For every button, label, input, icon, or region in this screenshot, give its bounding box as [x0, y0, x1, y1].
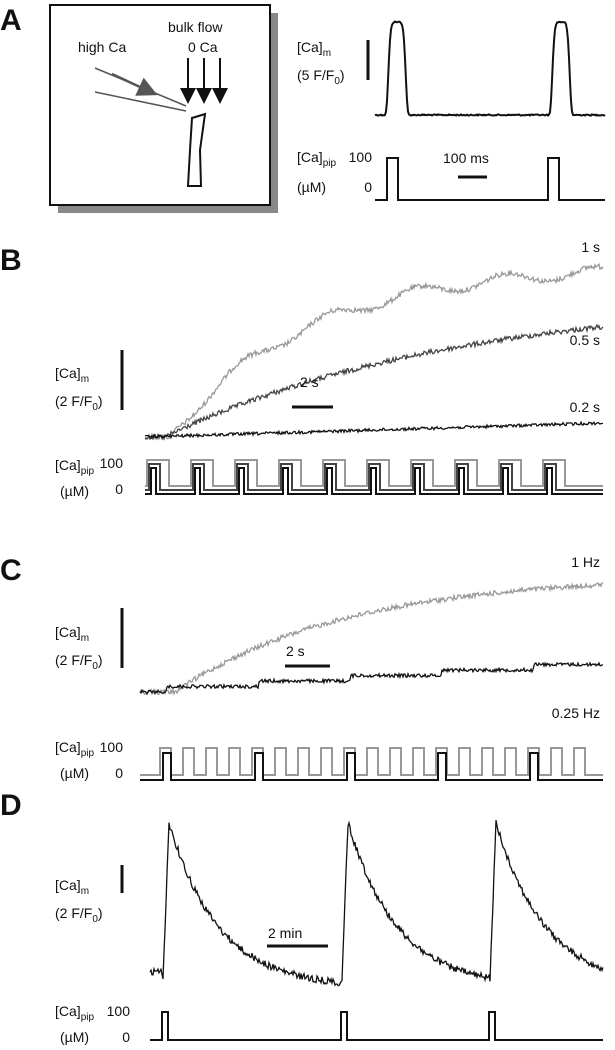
pip-unit: (µM) — [297, 179, 326, 195]
ca-pip-label: [Ca]pip — [55, 739, 94, 759]
pip-low: 0 — [122, 1029, 130, 1045]
scale-label: (2 F/F0) — [55, 393, 103, 413]
ca-m-label-base: [Ca] — [55, 877, 81, 893]
ca-m-label: [Ca]m — [55, 877, 89, 897]
label: 0 Ca — [188, 39, 218, 55]
ca-m-label: [Ca]m — [55, 624, 89, 644]
trace-label: 1 Hz — [571, 554, 600, 570]
pip-low: 0 — [115, 765, 123, 781]
pip-unit: (µM) — [60, 1029, 89, 1045]
pip-unit: (µM) — [60, 483, 89, 499]
ca-pip-label: [Ca]pip — [55, 457, 94, 477]
pip-low: 0 — [364, 179, 372, 195]
ca-m-label-base: [Ca] — [297, 39, 323, 55]
trace-05s — [144, 323, 604, 441]
trace-label: 0.25 Hz — [552, 705, 600, 721]
scale-pre: (2 F/F — [55, 393, 92, 409]
pip-trace-02s — [145, 467, 603, 495]
pip-high: 100 — [100, 455, 124, 471]
ca-m-label-sub: m — [323, 48, 331, 59]
trace-1hz — [139, 581, 604, 696]
ca-pip-label-sub: pip — [81, 748, 95, 759]
cell — [186, 112, 207, 187]
time-scale: 2 s — [300, 374, 319, 390]
ca-m-label: [Ca]m — [297, 39, 331, 59]
pipette-arrow — [111, 72, 158, 96]
ca-m-label-sub: m — [81, 633, 89, 644]
ca-pip-label-sub: pip — [81, 1012, 95, 1023]
trace-02s — [144, 420, 603, 440]
ca-pip-label: [Ca]pip — [297, 149, 336, 169]
scale-label: (2 F/F0) — [55, 905, 103, 925]
trace-label: 0.5 s — [570, 332, 600, 348]
pip-trace-1hz — [140, 747, 603, 776]
scale-label: (2 F/F0) — [55, 652, 103, 672]
scale-sub: 0 — [334, 76, 340, 87]
time-scale: 100 ms — [443, 150, 489, 166]
trace-label: 1 s — [581, 239, 600, 255]
pip-high: 100 — [349, 149, 373, 165]
ca-m-label-sub: m — [81, 374, 89, 385]
time-scale: 2 s — [286, 643, 305, 659]
ca-m-label-sub: m — [81, 886, 89, 897]
ca-pip-label-base: [Ca] — [55, 1003, 81, 1019]
ca-m-trace — [149, 819, 604, 987]
ca-pip-label: [Ca]pip — [55, 1003, 94, 1023]
ca-pip-label-base: [Ca] — [297, 149, 323, 165]
scale-post: ) — [98, 905, 103, 921]
ca-pip-label-base: [Ca] — [55, 457, 81, 473]
pip-trace-1s — [145, 459, 603, 487]
scale-pre: (2 F/F — [55, 652, 92, 668]
scale-sub: 0 — [92, 914, 98, 925]
ca-pip-label-sub: pip — [81, 466, 95, 477]
ca-pip-label-sub: pip — [323, 158, 337, 169]
ca-m-label-base: [Ca] — [55, 624, 81, 640]
trace-1s — [144, 262, 604, 441]
ca-pip-label-base: [Ca] — [55, 739, 81, 755]
time-scale: 2 min — [268, 925, 302, 941]
scale-pre: (2 F/F — [55, 905, 92, 921]
scale-post: ) — [340, 67, 345, 83]
panel-letter: A — [0, 4, 22, 37]
panel-letter: C — [0, 554, 22, 587]
trace-label: 0.2 s — [570, 399, 600, 415]
pip-unit: (µM) — [60, 765, 89, 781]
pip-high: 100 — [107, 1003, 131, 1019]
pip-trace — [375, 157, 605, 201]
scale-label: (5 F/F0) — [297, 67, 345, 87]
panel-letter: B — [0, 244, 22, 277]
pip-trace-025hz — [140, 752, 603, 781]
scale-post: ) — [98, 393, 103, 409]
scale-pre: (5 F/F — [297, 67, 334, 83]
ca-m-trace — [374, 20, 606, 117]
scale-sub: 0 — [92, 402, 98, 413]
pip-low: 0 — [115, 481, 123, 497]
trace-025hz — [139, 661, 604, 696]
label: bulk flow — [168, 19, 223, 35]
ca-m-label: [Ca]m — [55, 365, 89, 385]
pipette — [94, 91, 187, 112]
pip-trace-05s — [145, 463, 603, 491]
scale-post: ) — [98, 652, 103, 668]
pip-trace — [150, 1011, 603, 1041]
ca-m-label-base: [Ca] — [55, 365, 81, 381]
pip-high: 100 — [100, 739, 124, 755]
label: high Ca — [78, 39, 126, 55]
scale-sub: 0 — [92, 661, 98, 672]
panel-letter: D — [0, 789, 22, 822]
